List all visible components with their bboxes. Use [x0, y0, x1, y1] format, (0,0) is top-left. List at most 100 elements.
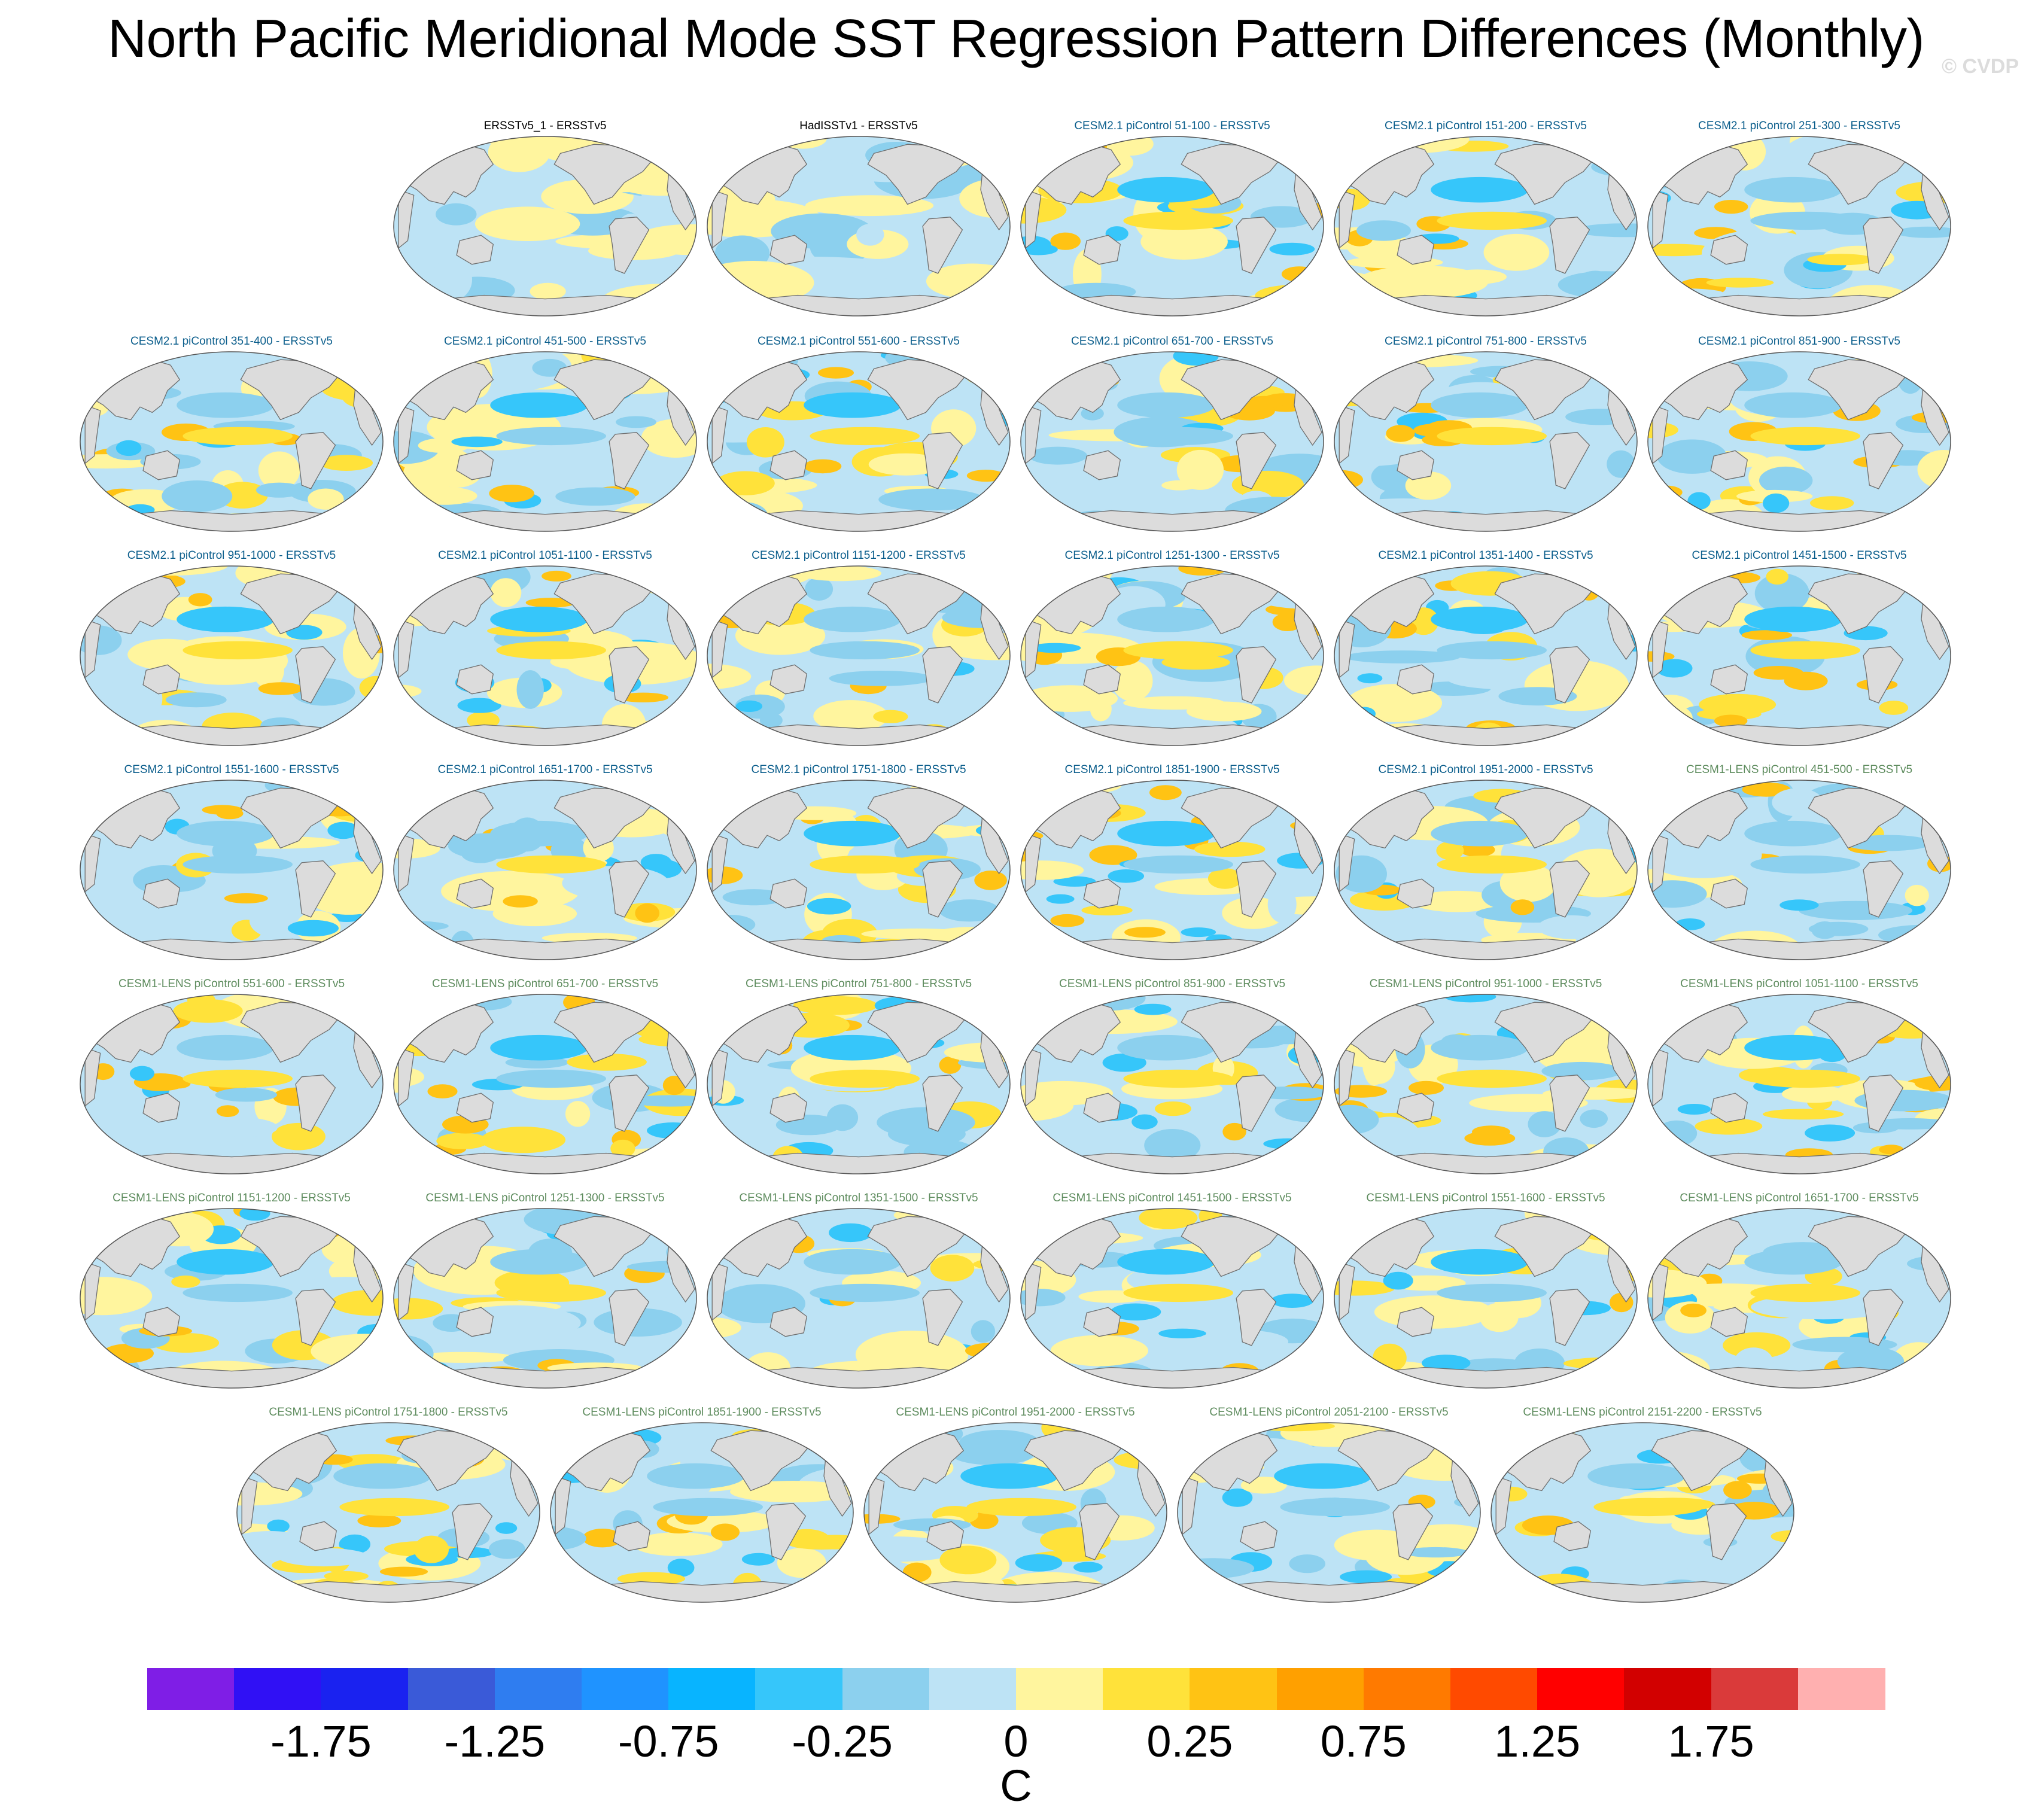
sst-anomaly-region	[951, 1444, 1034, 1465]
landmass	[922, 432, 963, 489]
colorbar-swatch	[147, 1668, 235, 1710]
landmass	[1553, 1521, 1591, 1551]
sst-anomaly-region	[80, 512, 115, 523]
sst-anomaly-region	[1273, 566, 1313, 591]
sst-anomaly-region	[1155, 1101, 1191, 1116]
sst-anomaly-region	[1028, 446, 1087, 465]
sst-difference-map	[707, 1208, 1011, 1389]
sst-anomaly-region	[202, 805, 243, 815]
sst-anomaly-region	[1444, 994, 1496, 1003]
equatorial-anomaly	[1750, 1069, 1860, 1088]
sst-anomaly-region	[436, 203, 477, 226]
sst-anomaly-region	[1491, 1564, 1523, 1586]
landmass	[142, 1092, 180, 1123]
landmass	[1661, 1366, 1937, 1388]
sst-anomaly-region	[215, 1088, 278, 1102]
north-pacific-anomaly	[490, 1249, 588, 1275]
landmass	[250, 1581, 527, 1602]
sst-anomaly-region	[650, 515, 696, 531]
sst-anomaly-region	[394, 789, 421, 812]
sst-anomaly-region	[1909, 800, 1951, 812]
landmass	[711, 189, 728, 249]
sst-anomaly-region	[357, 1514, 401, 1527]
map-panel-title: CESM2.1 piControl 151-200 - ERSSTv5	[1385, 120, 1587, 132]
landmass	[1710, 1307, 1748, 1337]
sst-anomaly-region	[1053, 876, 1096, 887]
sst-anomaly-region	[165, 692, 227, 708]
sst-anomaly-region	[129, 1066, 155, 1081]
sst-anomaly-region	[963, 359, 988, 384]
map-panel-title: CESM1-LENS piControl 2051-2100 - ERSSTv5	[1209, 1406, 1449, 1419]
north-pacific-anomaly	[1117, 1249, 1215, 1275]
landmass	[1347, 510, 1624, 531]
sst-anomaly-region	[1893, 952, 1919, 960]
north-pacific-anomaly	[1117, 392, 1215, 418]
landmass	[1347, 294, 1624, 316]
sst-anomaly-region	[1222, 1488, 1253, 1507]
landmass	[1549, 217, 1590, 274]
north-pacific-anomaly	[1744, 1249, 1842, 1275]
sst-anomaly-region	[1403, 1547, 1469, 1558]
map-panel: ERSSTv5_1 - ERSSTv5	[393, 120, 698, 317]
north-pacific-anomaly	[1744, 606, 1842, 632]
sst-anomaly-region	[1483, 233, 1550, 271]
sst-anomaly-region	[320, 455, 373, 471]
sst-anomaly-region	[331, 1290, 383, 1316]
sst-anomaly-region	[1594, 1214, 1637, 1235]
sst-anomaly-region	[480, 1127, 566, 1154]
sst-anomaly-region	[272, 1122, 326, 1151]
colorbar-tick-label: 0.75	[1320, 1716, 1407, 1766]
north-pacific-anomaly	[1117, 606, 1215, 632]
equatorial-anomaly	[1750, 855, 1860, 874]
landmass	[398, 189, 415, 249]
landmass	[1583, 568, 1608, 584]
landmass	[456, 1307, 494, 1337]
map-panel-title: CESM1-LENS piControl 951-1000 - ERSSTv5	[1369, 978, 1602, 990]
landmass	[1034, 938, 1310, 960]
landmass	[93, 1366, 370, 1388]
sst-difference-map	[80, 351, 384, 532]
colorbar-swatch	[494, 1668, 582, 1710]
map-panel-title: CESM1-LENS piControl 651-700 - ERSSTv5	[431, 978, 659, 990]
sst-anomaly-region	[173, 999, 243, 1023]
map-panel: CESM1-LENS piControl 651-700 - ERSSTv5	[393, 978, 698, 1175]
map-border	[707, 136, 1011, 316]
landmass	[1652, 1047, 1669, 1107]
sst-anomaly-region	[1292, 1138, 1324, 1154]
sst-anomaly-region	[1073, 1562, 1103, 1573]
sst-anomaly-region	[809, 1584, 832, 1600]
map-border	[80, 1208, 384, 1389]
equatorial-anomaly	[810, 1069, 920, 1088]
landmass	[1083, 235, 1121, 265]
sst-difference-map	[1020, 136, 1324, 316]
landmass	[407, 510, 683, 531]
landmass	[1896, 782, 1922, 798]
map-border	[1334, 136, 1638, 316]
landmass	[720, 724, 997, 745]
map-panel-title: CESM2.1 piControl 51-100 - ERSSTv5	[1074, 120, 1270, 132]
sst-anomaly-region	[1269, 242, 1315, 255]
map-panel: CESM1-LENS piControl 551-600 - ERSSTv5	[79, 978, 384, 1175]
landmass	[609, 1289, 650, 1346]
sst-anomaly-region	[1089, 845, 1137, 865]
sst-anomaly-region	[805, 195, 934, 217]
equatorial-anomaly	[1437, 427, 1547, 446]
sst-anomaly-region	[1714, 714, 1748, 728]
landmass	[1025, 404, 1042, 464]
sst-anomaly-region	[1754, 573, 1809, 613]
map-border	[1647, 1208, 1951, 1389]
sst-anomaly-region	[1879, 1145, 1904, 1155]
equatorial-anomaly	[182, 641, 293, 660]
sst-difference-map	[1020, 351, 1324, 532]
landmass	[1661, 510, 1937, 531]
landmass	[1025, 619, 1042, 678]
sst-anomaly-region	[1563, 997, 1628, 1008]
sst-anomaly-region	[805, 577, 834, 601]
landmass	[922, 860, 963, 918]
sst-anomaly-region	[286, 625, 323, 640]
sst-difference-map	[80, 1208, 384, 1389]
map-border	[707, 351, 1011, 532]
map-border	[1020, 351, 1324, 532]
sst-anomaly-region	[1574, 356, 1603, 369]
sst-anomaly-region	[1207, 868, 1242, 889]
